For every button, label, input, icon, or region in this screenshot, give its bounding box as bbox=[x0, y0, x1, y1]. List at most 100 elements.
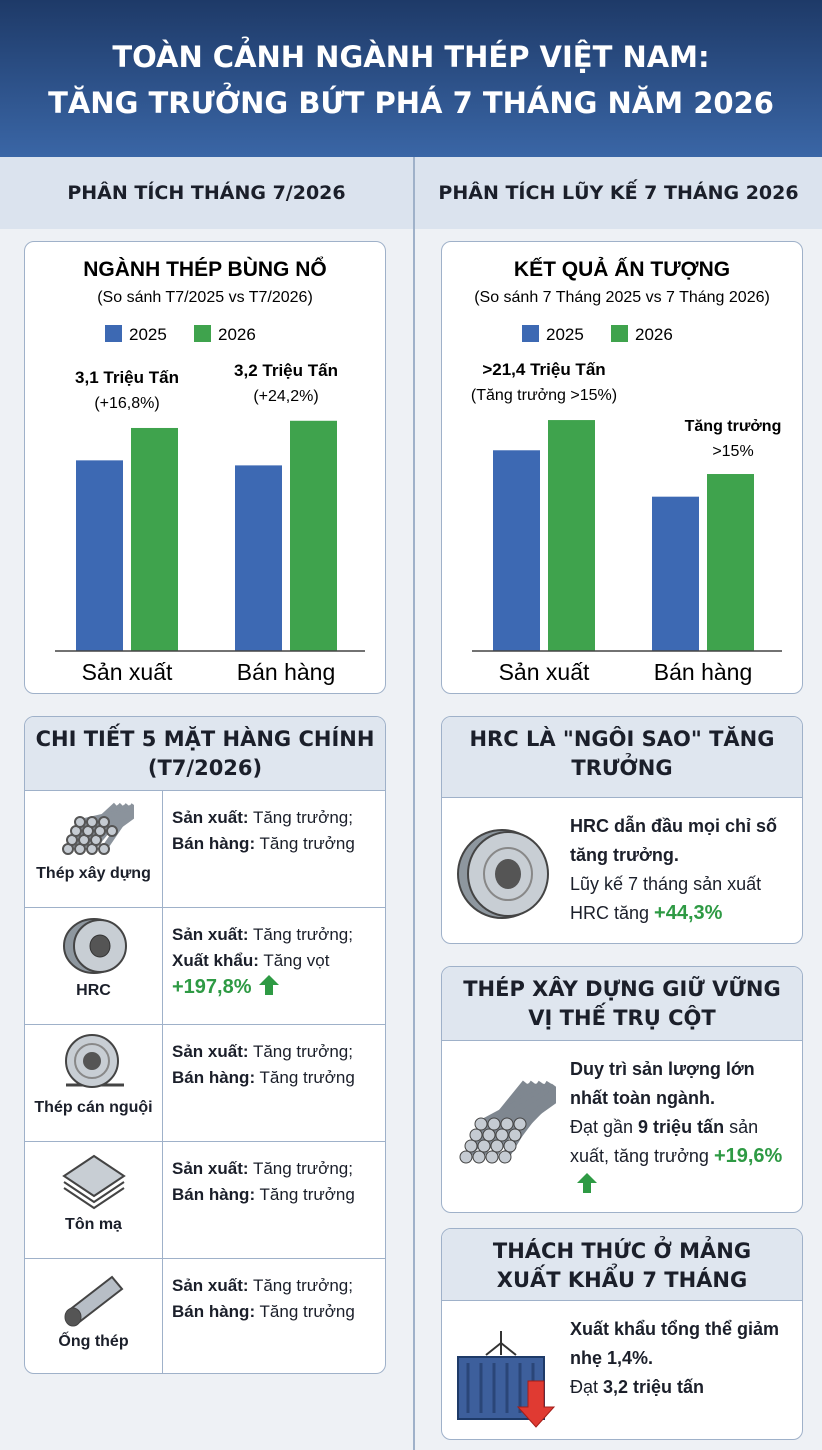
detail-part: Đạt bbox=[570, 1377, 604, 1397]
chart-subtitle: (So sánh 7 Tháng 2025 vs 7 Tháng 2026) bbox=[474, 289, 770, 306]
product-name: Tôn mạ bbox=[65, 1216, 122, 1233]
bar bbox=[76, 460, 123, 651]
detail-part: sản xuất, tăng trưởng bbox=[570, 1117, 759, 1166]
line-text: Tăng trưởng; bbox=[248, 808, 353, 827]
highlight-body: HRC dẫn đầu mọi chỉ số tăng trưởng. Lũy k… bbox=[442, 798, 802, 928]
product-line: Bán hàng: Tăng trưởng bbox=[172, 1299, 355, 1325]
chart-card: KẾT QUẢ ẤN TƯỢNG (So sánh 7 Tháng 2025 vs… bbox=[441, 241, 803, 694]
product-row: HRC Sản xuất: Tăng trưởng; Xuất khẩu: Tăng… bbox=[25, 908, 385, 1025]
product-name: Ống thép bbox=[58, 1333, 129, 1350]
bar bbox=[548, 420, 595, 651]
table-header: CHI TIẾT 5 MẶT HÀNG CHÍNH (T7/2026) bbox=[25, 717, 385, 791]
line-label: Sản xuất: bbox=[172, 808, 249, 827]
bar bbox=[493, 450, 540, 651]
bar bbox=[235, 465, 282, 651]
header-line: CHI TIẾT 5 MẶT HÀNG CHÍNH bbox=[35, 727, 375, 751]
header: TOÀN CẢNH NGÀNH THÉP VIỆT NAM: TĂNG TRƯỞ… bbox=[0, 0, 822, 157]
lead-text: Duy trì sản lượng lớn nhất toàn ngành. bbox=[570, 1059, 755, 1108]
line-label: Bán hàng: bbox=[172, 1302, 256, 1321]
growth-label: (Tăng trưởng >15%) bbox=[471, 387, 617, 404]
category-label: Bán hàng bbox=[237, 659, 335, 685]
legend-swatch bbox=[611, 325, 628, 342]
chart-title: KẾT QUẢ ẤN TƯỢNG bbox=[514, 258, 730, 281]
product-line: Xuất khẩu: Tăng vọt bbox=[172, 948, 353, 974]
line-text: Tăng trưởng bbox=[255, 1068, 355, 1087]
line-label: Bán hàng: bbox=[172, 834, 256, 853]
line-text: Tăng trưởng; bbox=[248, 925, 353, 944]
legend-label: 2026 bbox=[635, 325, 673, 344]
legend-label: 2026 bbox=[218, 325, 256, 344]
value-label: >21,4 Triệu Tấn bbox=[482, 360, 605, 379]
detail-text: Đạt gần 9 triệu tấn sản xuất, tăng trưởn… bbox=[570, 1113, 792, 1200]
lead-text: HRC dẫn đầu mọi chỉ số tăng trưởng. bbox=[570, 816, 778, 865]
product-line: Bán hàng: Tăng trưởng bbox=[172, 1065, 355, 1091]
product-icon bbox=[64, 1034, 124, 1088]
product-line: Bán hàng: Tăng trưởng bbox=[172, 1182, 355, 1208]
bar bbox=[707, 474, 754, 651]
annotation-text: >15% bbox=[712, 443, 753, 460]
line-text: Tăng trưởng; bbox=[248, 1159, 353, 1178]
detail-part: Đạt gần bbox=[570, 1117, 639, 1137]
product-icon-cell: Tôn mạ bbox=[25, 1142, 163, 1258]
line-text: Tăng trưởng bbox=[255, 1185, 355, 1204]
product-icon bbox=[61, 802, 134, 855]
category-label: Sản xuất bbox=[82, 659, 173, 685]
product-line: Sản xuất: Tăng trưởng; bbox=[172, 922, 353, 948]
chart: KẾT QUẢ ẤN TƯỢNG (So sánh 7 Tháng 2025 vs… bbox=[471, 258, 782, 685]
highlight-text: HRC dẫn đầu mọi chỉ số tăng trưởng. Lũy k… bbox=[556, 812, 792, 928]
product-line: Sản xuất: Tăng trưởng; bbox=[172, 1273, 355, 1299]
product-icon-cell: Ống thép bbox=[25, 1259, 163, 1373]
product-row: Thép cán nguội Sản xuất: Tăng trưởng; Bán … bbox=[25, 1025, 385, 1142]
line-label: Sản xuất: bbox=[172, 925, 249, 944]
card-header: THÁCH THỨC Ở MẢNG XUẤT KHẨU 7 THÁNG bbox=[442, 1229, 802, 1301]
card-header: HRC LÀ "NGÔI SAO" TĂNG TRƯỞNG bbox=[442, 717, 802, 798]
value-label: 3,1 Triệu Tấn bbox=[75, 368, 179, 387]
chart-title: NGÀNH THÉP BÙNG NỔ bbox=[83, 257, 326, 281]
highlight-text: Xuất khẩu tổng thể giảm nhẹ 1,4%. Đạt 3,2… bbox=[556, 1315, 792, 1429]
product-text: Sản xuất: Tăng trưởng; Bán hàng: Tăng trư… bbox=[163, 791, 355, 907]
highlight-icon bbox=[457, 829, 549, 919]
header-line: THÁCH THỨC Ở MẢNG bbox=[492, 1239, 752, 1263]
line-label: Sản xuất: bbox=[172, 1276, 249, 1295]
legend-label: 2025 bbox=[129, 325, 167, 344]
line-label: Bán hàng: bbox=[172, 1068, 256, 1087]
line-text: Tăng vọt bbox=[258, 951, 330, 970]
product-highlight: +197,8% bbox=[172, 974, 353, 1001]
highlight-value: +197,8% bbox=[172, 976, 252, 998]
product-icon bbox=[62, 918, 127, 974]
category-label: Bán hàng bbox=[654, 659, 752, 685]
product-line: Bán hàng: Tăng trưởng bbox=[172, 831, 355, 857]
product-line: Sản xuất: Tăng trưởng; bbox=[172, 1039, 355, 1065]
product-text: Sản xuất: Tăng trưởng; Xuất khẩu: Tăng vọ… bbox=[163, 908, 353, 1024]
highlight-card: THÉP XÂY DỰNG GIỮ VỮNG VỊ THẾ TRỤ CỘT Duy … bbox=[441, 966, 803, 1213]
product-icon-cell: HRC bbox=[25, 908, 163, 1024]
card-header: THÉP XÂY DỰNG GIỮ VỮNG VỊ THẾ TRỤ CỘT bbox=[442, 967, 802, 1041]
detail-part: Lũy kế 7 tháng sản xuất HRC tăng bbox=[570, 874, 762, 923]
header-line: XUẤT KHẨU 7 THÁNG bbox=[496, 1268, 748, 1292]
line-label: Sản xuất: bbox=[172, 1159, 249, 1178]
annotation-title: Tăng trưởng bbox=[685, 418, 782, 435]
divider bbox=[413, 157, 415, 1450]
growth-label: (+16,8%) bbox=[94, 395, 159, 412]
product-line: Sản xuất: Tăng trưởng; bbox=[172, 1156, 355, 1182]
chart-subtitle: (So sánh T7/2025 vs T7/2026) bbox=[97, 289, 313, 306]
line-text: Tăng trưởng bbox=[255, 1302, 355, 1321]
product-row: Thép xây dựng Sản xuất: Tăng trưởng; Bán h… bbox=[25, 791, 385, 908]
product-row: Tôn mạ Sản xuất: Tăng trưởng; Bán hàng: Tă… bbox=[25, 1142, 385, 1259]
highlight-body: Duy trì sản lượng lớn nhất toàn ngành. Đạ… bbox=[442, 1041, 802, 1200]
value-label: 3,2 Triệu Tấn bbox=[234, 361, 338, 380]
product-name: Thép cán nguội bbox=[34, 1099, 153, 1116]
line-label: Bán hàng: bbox=[172, 1185, 256, 1204]
highlight-body: Xuất khẩu tổng thể giảm nhẹ 1,4%. Đạt 3,2… bbox=[442, 1301, 802, 1429]
up-arrow bbox=[258, 975, 279, 995]
header-line: TRƯỞNG bbox=[571, 756, 673, 780]
highlight-card: THÁCH THỨC Ở MẢNG XUẤT KHẨU 7 THÁNG Xuất k… bbox=[441, 1228, 803, 1440]
section-title: PHÂN TÍCH LŨY KẾ 7 THÁNG 2026 bbox=[438, 182, 799, 204]
detail-part: +19,6% bbox=[713, 1145, 783, 1167]
bar bbox=[290, 420, 337, 651]
product-text: Sản xuất: Tăng trưởng; Bán hàng: Tăng trư… bbox=[163, 1259, 355, 1373]
product-icon-cell: Thép cán nguội bbox=[25, 1025, 163, 1141]
highlight-icon bbox=[459, 1080, 556, 1164]
chart-card: NGÀNH THÉP BÙNG NỔ (So sánh T7/2025 vs T7… bbox=[24, 241, 386, 694]
